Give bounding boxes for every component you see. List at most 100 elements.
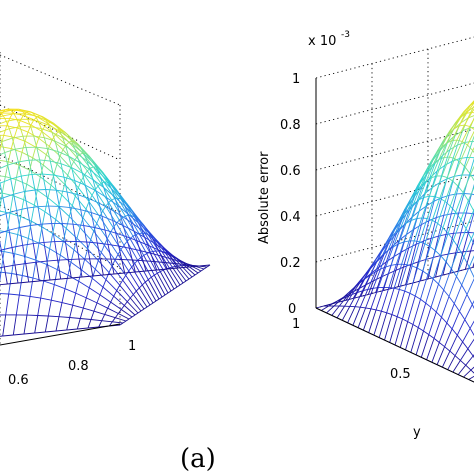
right-mesh-segment bbox=[440, 233, 449, 256]
left-mesh-segment bbox=[96, 294, 101, 304]
left-mesh-segment bbox=[86, 167, 91, 172]
left-mesh-segment bbox=[39, 159, 44, 175]
right-mesh-segment bbox=[406, 240, 415, 265]
left-mesh-segment bbox=[134, 312, 139, 316]
left-mesh-segment bbox=[8, 227, 20, 231]
right-mesh-segment bbox=[344, 294, 353, 307]
right-mesh-segment bbox=[429, 170, 438, 179]
left-mesh-segment bbox=[22, 245, 27, 264]
left-mesh-segment bbox=[39, 279, 51, 282]
left-mesh-segment bbox=[103, 273, 115, 276]
left-mesh-segment bbox=[76, 154, 81, 158]
right-mesh-segment bbox=[411, 241, 421, 267]
left-mesh-segment bbox=[49, 278, 61, 281]
left-mesh-segment bbox=[29, 277, 34, 297]
left-mesh-segment bbox=[15, 146, 27, 150]
right-mesh-segment bbox=[359, 289, 369, 308]
left-mesh-segment bbox=[123, 301, 128, 306]
right-mesh-segment bbox=[351, 282, 360, 295]
left-mesh-segment bbox=[72, 292, 77, 306]
left-mesh-segment bbox=[129, 294, 134, 299]
left-mesh-segment bbox=[188, 276, 193, 280]
left-mesh-segment bbox=[5, 293, 10, 315]
right-mesh-segment bbox=[412, 324, 419, 328]
right-mesh-segment bbox=[367, 280, 374, 295]
left-mesh-segment bbox=[129, 206, 134, 212]
left-mesh-segment bbox=[10, 175, 22, 180]
left-mesh-segment bbox=[110, 188, 115, 197]
right-mesh-segment bbox=[437, 223, 444, 229]
left-mesh-segment bbox=[93, 302, 98, 312]
right-mesh-segment bbox=[421, 220, 430, 225]
right-mesh-segment bbox=[465, 104, 472, 113]
right-mesh-segment bbox=[449, 139, 458, 158]
left-mesh-segment bbox=[3, 113, 15, 117]
right-mesh-segment bbox=[402, 293, 411, 320]
right-mesh-segment bbox=[466, 141, 473, 158]
right-mesh-segment bbox=[406, 264, 413, 267]
left-mesh-segment bbox=[53, 174, 65, 178]
right-mesh-segment bbox=[362, 275, 371, 291]
right-mesh-segment bbox=[402, 247, 410, 268]
right-mesh-segment bbox=[451, 311, 460, 330]
left-mesh-segment bbox=[129, 238, 142, 258]
left-mesh-segment bbox=[0, 112, 3, 114]
left-mesh-segment bbox=[29, 225, 34, 244]
right-mesh-segment bbox=[365, 288, 374, 309]
left-mesh-segment bbox=[96, 223, 108, 239]
left-mesh-segment bbox=[77, 187, 90, 202]
right-mesh-segment bbox=[378, 312, 388, 338]
left-mesh-segment bbox=[78, 269, 83, 282]
left-mesh-segment bbox=[19, 225, 31, 228]
right-mesh-segment bbox=[470, 237, 474, 252]
left-mesh-segment bbox=[69, 207, 74, 225]
left-mesh-segment bbox=[16, 207, 28, 211]
right-mesh-segment bbox=[463, 256, 470, 268]
left-mesh-segment bbox=[59, 241, 64, 256]
left-mesh-segment bbox=[92, 274, 104, 277]
left-mesh-segment bbox=[138, 287, 151, 306]
left-mesh-segment bbox=[125, 214, 129, 217]
right-mesh-segment bbox=[464, 112, 473, 126]
left-mesh-segment bbox=[72, 144, 77, 154]
left-mesh-segment bbox=[82, 172, 94, 181]
left-mesh-segment bbox=[36, 147, 41, 161]
left-mesh-segment bbox=[23, 315, 28, 335]
left-mesh-segment bbox=[80, 209, 92, 214]
left-mesh-segment bbox=[34, 331, 46, 334]
right-mesh-segment bbox=[423, 177, 432, 198]
left-mesh-segment bbox=[78, 259, 83, 278]
left-mesh-segment bbox=[125, 318, 130, 322]
right-mesh-segment bbox=[414, 295, 421, 300]
right-mesh-segment bbox=[430, 217, 437, 239]
left-mesh-segment bbox=[161, 251, 173, 268]
left-mesh-segment bbox=[27, 206, 39, 209]
left-mesh-segment bbox=[143, 253, 147, 256]
right-mesh-segment bbox=[410, 199, 420, 221]
left-mesh-segment bbox=[131, 314, 136, 318]
right-mesh-segment bbox=[456, 334, 463, 343]
right-mesh-segment bbox=[362, 308, 372, 331]
right-mesh-segment bbox=[463, 193, 472, 195]
left-mesh-segment bbox=[77, 143, 82, 149]
left-mesh-segment bbox=[109, 208, 114, 221]
right-grid-z-5 bbox=[315, 36, 474, 79]
right-mesh-segment bbox=[373, 311, 382, 336]
left-mesh-segment bbox=[96, 302, 108, 309]
left-mesh-segment bbox=[38, 120, 50, 126]
right-mesh-segment bbox=[441, 175, 448, 179]
left-mesh-segment bbox=[116, 284, 121, 291]
left-mesh-segment bbox=[163, 262, 168, 270]
right-mesh-segment bbox=[345, 297, 354, 301]
left-mesh-segment bbox=[171, 266, 184, 284]
left-mesh-segment bbox=[0, 108, 9, 112]
left-mesh-segment bbox=[88, 195, 93, 202]
left-mesh-segment bbox=[80, 180, 93, 196]
right-mesh-segment bbox=[432, 255, 442, 280]
left-mesh-segment bbox=[0, 213, 7, 217]
left-mesh-segment bbox=[123, 225, 135, 232]
right-mesh-segment bbox=[458, 228, 467, 249]
left-mesh-segment bbox=[119, 214, 124, 226]
left-mesh-segment bbox=[112, 185, 117, 190]
left-mesh-segment bbox=[107, 301, 112, 309]
